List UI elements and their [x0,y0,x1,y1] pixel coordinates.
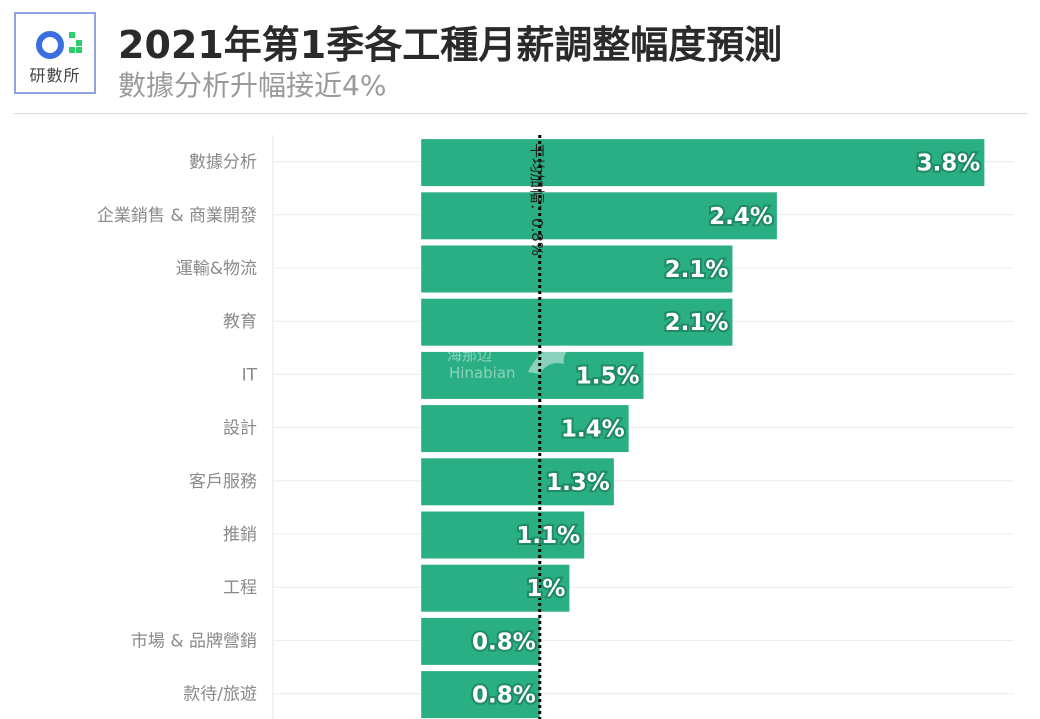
bar [421,458,614,506]
header-divider [14,113,1028,114]
bar-value-label: 1.4% [561,417,625,443]
bar [421,139,985,187]
chart-title: 2021年第1季各工種月薪調整幅度預測 [118,23,783,67]
category-label: 教育 [223,312,257,332]
bar [421,245,733,293]
bar [421,192,777,240]
bar [421,405,629,453]
category-label: 設計 [223,419,257,439]
category-label: 企業銷售 & 商業開發 [97,206,257,226]
bar-value-label: 2.1% [665,257,729,283]
category-label: 款待/旅遊 [183,685,257,705]
category-label: 運輸&物流 [176,259,257,279]
chart-subtitle: 數據分析升幅接近4% [118,69,387,102]
category-label: 推銷 [223,525,257,545]
bar-value-label: 0.8% [472,683,536,709]
category-label: 數據分析 [189,153,257,173]
watermark-text: Hinabian [449,364,516,382]
bar [421,617,540,665]
bar-value-label: 3.8% [917,151,981,177]
bar-value-label: 1.1% [516,523,580,549]
bar-value-label: 0.8% [472,629,536,655]
watermark-bird-icon [528,345,572,374]
bar [421,564,570,612]
average-label: 平均加幅：0.8% [528,143,546,256]
bar-value-label: 1.3% [546,470,610,496]
bar-value-label: 1.5% [576,363,640,389]
logo-text: 研數所 [29,66,81,85]
logo-icon [36,31,82,59]
bar [421,351,644,399]
bar [421,671,540,719]
category-label: 工程 [223,578,257,598]
bar-value-label: 1% [526,576,565,602]
watermark-text: 海那边 [447,346,492,364]
bar-value-label: 2.1% [665,310,729,336]
category-label: 客戶服務 [189,472,257,492]
bar [421,298,733,346]
logo: 研數所 [14,12,96,94]
category-label: IT [242,365,258,385]
category-label: 市場 & 品牌營銷 [131,631,257,651]
bar-value-label: 2.4% [709,204,773,230]
bar [421,511,585,559]
